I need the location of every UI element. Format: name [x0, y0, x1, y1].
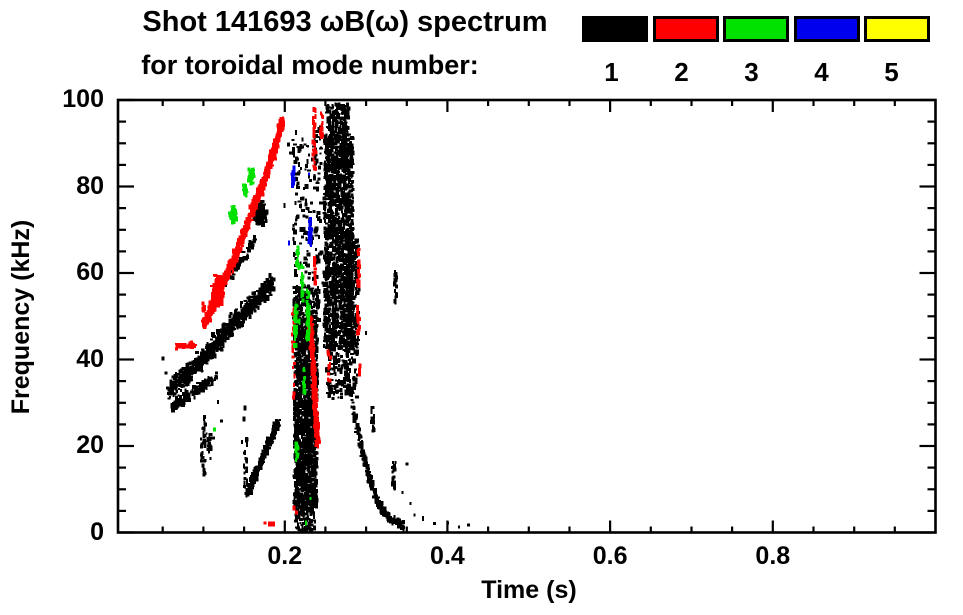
data-points	[161, 102, 470, 532]
y-tick-label: 60	[76, 258, 104, 286]
legend-label-mode-4: 4	[814, 57, 829, 87]
legend-label-mode-1: 1	[604, 57, 619, 87]
y-tick-label: 40	[76, 344, 104, 373]
y-tick-label: 100	[62, 85, 104, 113]
legend-label-mode-3: 3	[744, 57, 759, 87]
chart-subtitle: for toroidal mode number:	[141, 50, 479, 80]
x-tick-label: 0.8	[755, 542, 791, 570]
legend-swatch-mode-2	[652, 16, 719, 42]
y-tick-label: 20	[76, 431, 104, 459]
x-axis-label: Time (s)	[481, 576, 577, 604]
legend-swatch-mode-1	[582, 16, 648, 42]
legend-label-mode-2: 2	[674, 57, 689, 87]
chart-title: Shot 141693 ωB(ω) spectrum	[142, 6, 548, 38]
x-tick-label: 0.6	[592, 542, 628, 570]
legend-swatch-mode-5	[864, 16, 930, 42]
legend-swatch-mode-4	[793, 16, 860, 42]
plot-frame	[116, 98, 937, 534]
x-tick-label: 0.2	[267, 542, 303, 570]
y-tick-label: 80	[76, 171, 104, 200]
legend-swatch-mode-3	[723, 16, 789, 42]
y-tick-label: 0	[90, 517, 104, 546]
legend-label-mode-5: 5	[884, 57, 899, 87]
x-tick-label: 0.4	[430, 542, 465, 570]
